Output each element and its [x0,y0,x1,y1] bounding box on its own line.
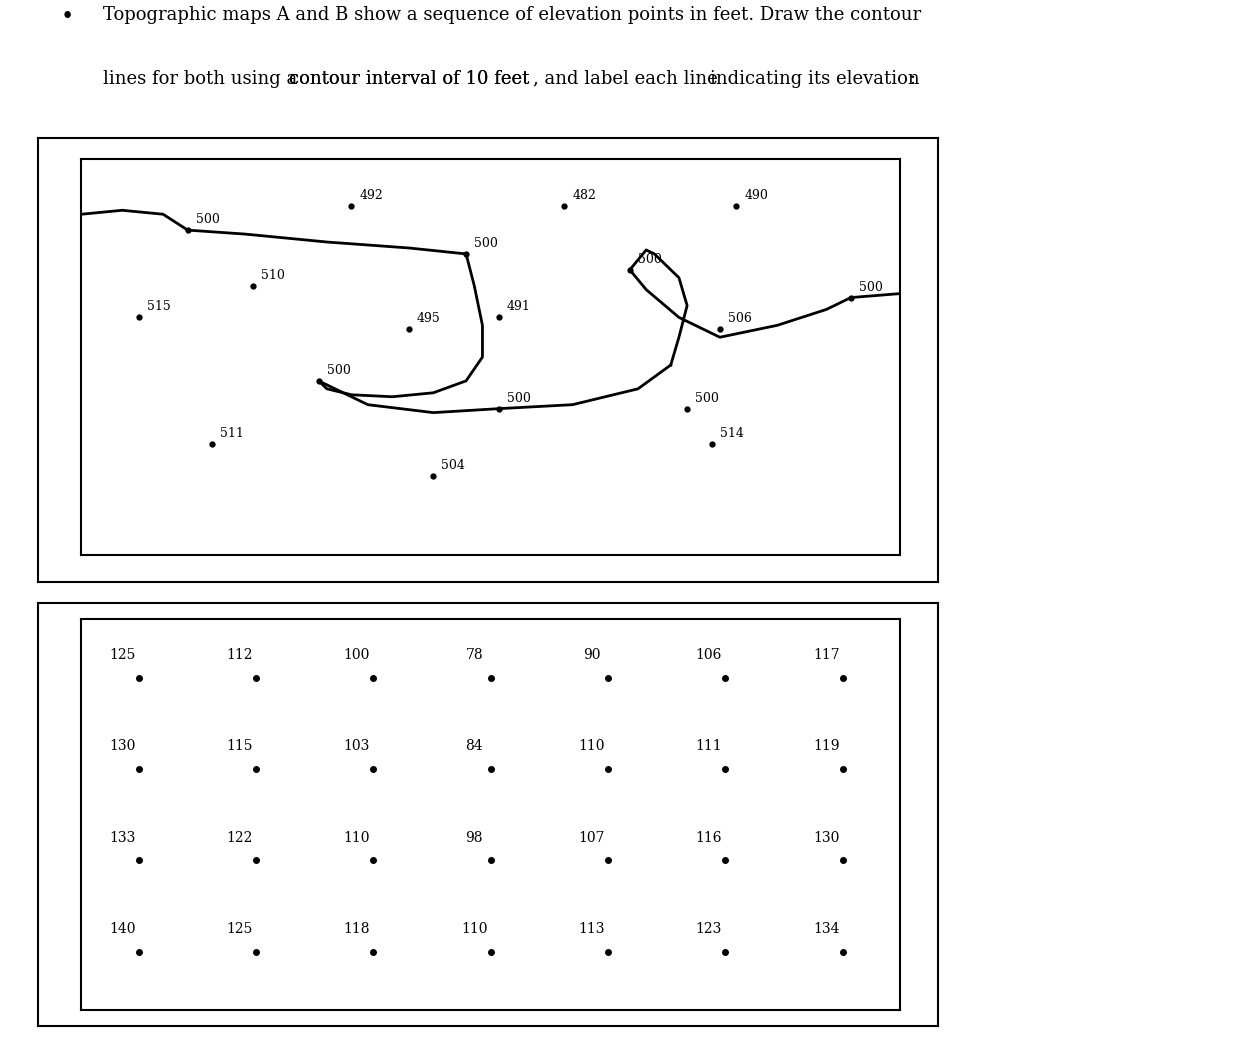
Text: 111: 111 [696,740,722,753]
Text: 106: 106 [696,647,722,662]
Text: 119: 119 [812,740,840,753]
Text: 110: 110 [461,922,488,936]
Text: 495: 495 [418,312,441,326]
Text: 500: 500 [196,213,220,226]
Text: 78: 78 [465,647,482,662]
Text: 500: 500 [695,391,719,405]
Text: •: • [61,6,74,29]
Text: 140: 140 [109,922,135,936]
Text: 504: 504 [441,459,465,472]
Text: contour interval of 10 feet: contour interval of 10 feet [289,70,530,88]
Text: 130: 130 [109,740,135,753]
Text: 125: 125 [109,647,135,662]
Text: 133: 133 [109,831,135,844]
Text: 506: 506 [728,312,752,326]
Text: 98: 98 [465,831,482,844]
Text: 107: 107 [579,831,605,844]
Text: 130: 130 [814,831,840,844]
Text: 110: 110 [344,831,370,844]
Text: 117: 117 [812,647,840,662]
Text: Topographic maps A and B show a sequence of elevation points in feet. Draw the c: Topographic maps A and B show a sequence… [102,6,921,24]
Text: 500: 500 [859,280,882,293]
Text: contour interval of 10 feet: contour interval of 10 feet [289,70,530,88]
Text: 500: 500 [508,391,531,405]
Text: 113: 113 [579,922,605,936]
Text: 490: 490 [745,189,769,202]
Text: 103: 103 [344,740,370,753]
Text: 84: 84 [465,740,482,753]
Text: 110: 110 [579,740,605,753]
Text: 492: 492 [360,189,384,202]
Text: 115: 115 [226,740,253,753]
Text: 491: 491 [508,300,531,313]
Text: 500: 500 [328,364,351,377]
Text: 515: 515 [146,300,170,313]
Text: 514: 514 [720,427,744,440]
Text: 134: 134 [812,922,840,936]
Text: 90: 90 [582,647,600,662]
Text: 500: 500 [638,253,662,266]
Text: 118: 118 [344,922,370,936]
Text: indicating its elevation: indicating its elevation [710,70,920,88]
Text: 123: 123 [696,922,722,936]
Text: lines for both using a: lines for both using a [102,70,302,88]
Text: 500: 500 [474,237,498,250]
Text: 100: 100 [344,647,370,662]
Text: , and label each line: , and label each line [532,70,722,88]
Text: 511: 511 [220,427,244,440]
Text: 116: 116 [696,831,722,844]
Text: :: : [910,70,915,88]
Text: 510: 510 [261,269,285,281]
Text: 482: 482 [572,189,596,202]
Text: 122: 122 [226,831,253,844]
Text: 125: 125 [226,922,253,936]
Text: 112: 112 [226,647,253,662]
